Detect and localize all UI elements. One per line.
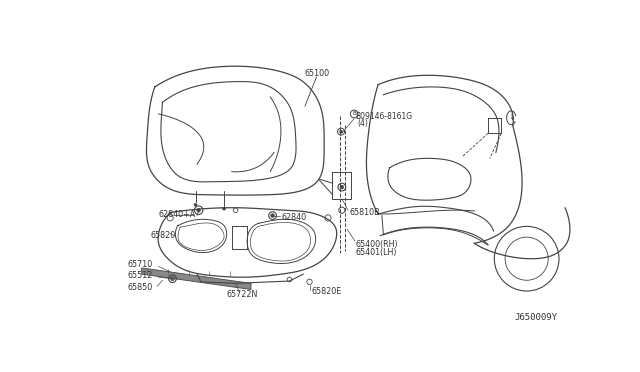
Circle shape <box>271 214 275 218</box>
Circle shape <box>223 207 225 210</box>
Text: 65710: 65710 <box>128 260 153 269</box>
Text: 65722N: 65722N <box>227 291 258 299</box>
Polygon shape <box>141 268 251 289</box>
Circle shape <box>194 203 197 206</box>
Text: B: B <box>353 112 356 116</box>
Text: 65401(LH): 65401(LH) <box>356 248 397 257</box>
Text: 65100: 65100 <box>305 70 330 78</box>
Text: (4): (4) <box>357 119 368 128</box>
Circle shape <box>170 277 174 280</box>
Text: 62840: 62840 <box>282 214 307 222</box>
Text: 65810B: 65810B <box>349 208 380 217</box>
Text: 65512: 65512 <box>128 271 153 280</box>
Circle shape <box>196 208 200 212</box>
Circle shape <box>340 185 344 189</box>
Text: 65850: 65850 <box>128 283 153 292</box>
Text: B09146-8161G: B09146-8161G <box>356 112 413 121</box>
Text: 65400(RH): 65400(RH) <box>356 240 398 249</box>
Text: 65820E: 65820E <box>311 286 341 295</box>
Circle shape <box>340 130 342 133</box>
Text: 62840+A: 62840+A <box>159 209 196 218</box>
Text: 65820: 65820 <box>151 231 176 240</box>
Text: J650009Y: J650009Y <box>515 314 557 323</box>
